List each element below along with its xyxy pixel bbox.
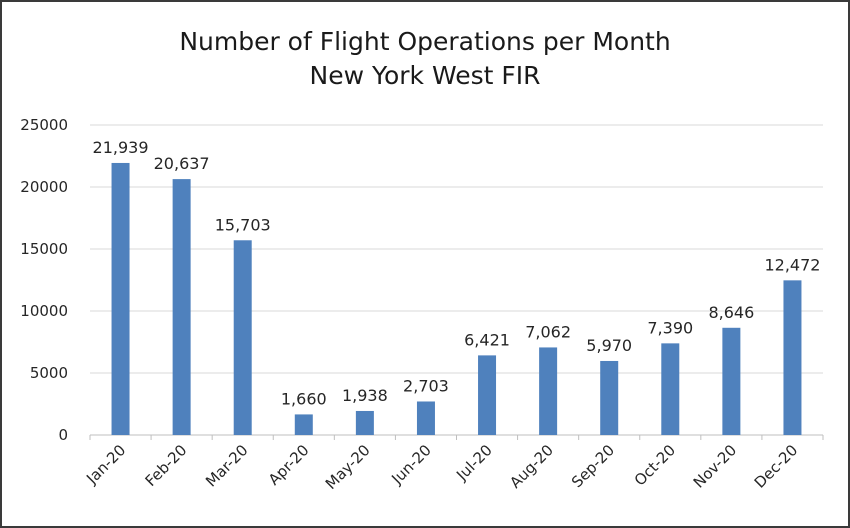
chart-title: Number of Flight Operations per Month [179, 27, 671, 56]
data-labels: 21,939 20,637 15,703 1,660 1,938 2,703 6,421 7,… [93, 138, 821, 408]
y-tick-label: 25000 [20, 116, 68, 134]
x-tick-label: Dec-20 [751, 441, 802, 492]
bar [478, 355, 497, 435]
bars [111, 162, 802, 435]
y-tick-label: 0 [58, 426, 68, 444]
data-label: 15,703 [215, 215, 271, 234]
x-tick-label: Jun-20 [387, 441, 434, 488]
x-tick-label: Sep-20 [568, 441, 618, 491]
data-label: 1,938 [342, 386, 388, 405]
data-label: 2,703 [403, 376, 449, 395]
bar [233, 240, 252, 435]
chart-subtitle: New York West FIR [309, 61, 541, 90]
bar [539, 347, 558, 435]
gridlines [89, 124, 824, 440]
data-label: 7,390 [647, 318, 693, 337]
x-tick-label: Mar-20 [202, 441, 251, 490]
bar [416, 401, 435, 435]
data-label: 5,970 [586, 336, 632, 355]
x-tick-label: Aug-20 [506, 441, 557, 492]
bar [294, 414, 313, 435]
data-label: 6,421 [464, 330, 510, 349]
y-tick-label: 20000 [20, 178, 68, 196]
x-tick-label: Feb-20 [142, 441, 191, 490]
y-tick-label: 10000 [20, 302, 68, 320]
x-tick-label: Jul-20 [452, 441, 496, 485]
data-label: 8,646 [708, 303, 754, 322]
bar [111, 162, 130, 435]
y-tick-label: 5000 [30, 364, 68, 382]
data-label: 7,062 [525, 322, 571, 341]
y-tick-label: 15000 [20, 240, 68, 258]
x-axis-tick-labels: Jan-20 Feb-20 Mar-20 Apr-20 May-20 Jun-20 Jul-… [82, 441, 801, 493]
y-axis-tick-labels: 0 5000 10000 15000 20000 25000 [20, 116, 68, 444]
bar [722, 327, 741, 435]
bar [172, 179, 191, 435]
x-tick-label: Oct-20 [631, 441, 679, 489]
x-tick-label: Nov-20 [690, 441, 740, 491]
x-tick-label: Apr-20 [265, 441, 313, 489]
data-label: 1,660 [281, 389, 327, 408]
bar [600, 360, 619, 435]
x-tick-label: May-20 [322, 441, 374, 493]
bar [661, 343, 680, 435]
bar [355, 410, 374, 435]
data-label: 12,472 [764, 255, 820, 274]
data-label: 20,637 [154, 154, 210, 173]
bar [783, 280, 802, 435]
data-label: 21,939 [93, 138, 149, 157]
x-tick-label: Jan-20 [82, 441, 129, 488]
